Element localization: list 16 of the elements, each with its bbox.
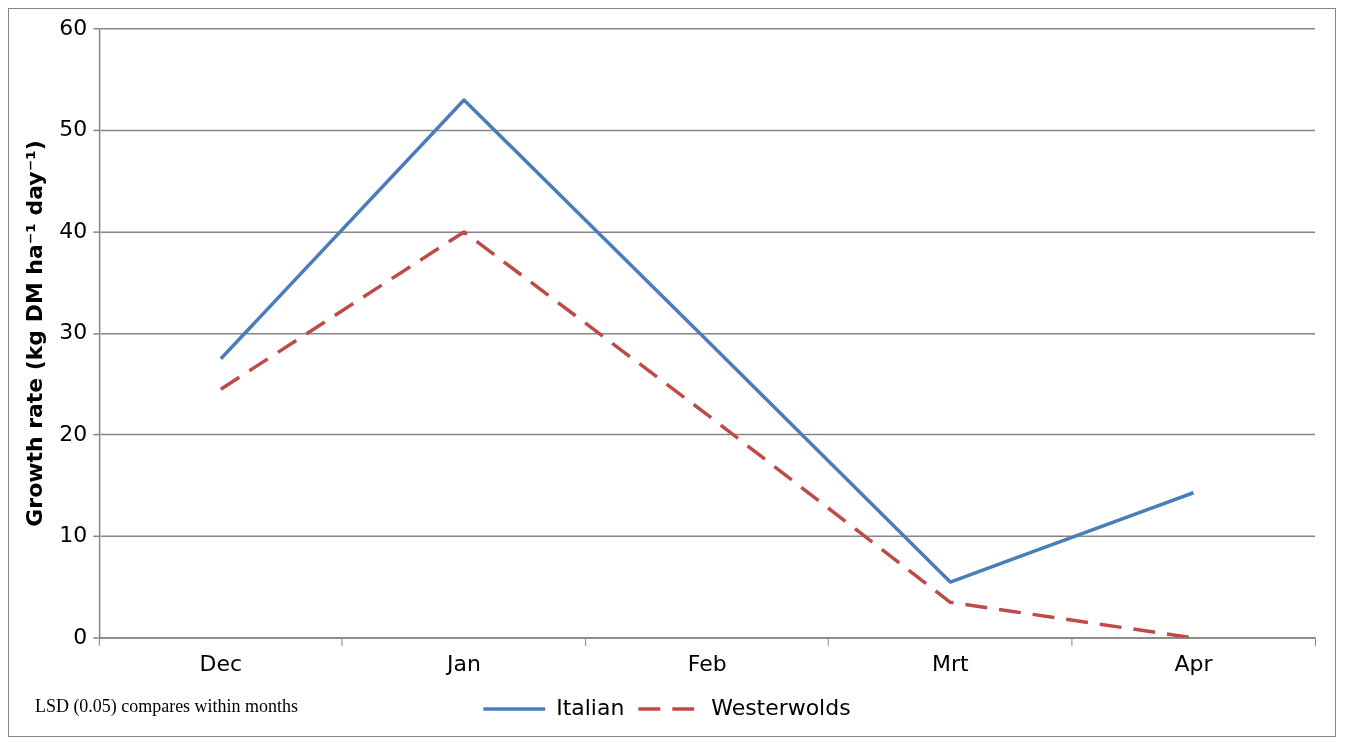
x-tick-label: Apr: [1174, 650, 1214, 676]
x-tick-label: Mrt: [932, 650, 969, 676]
x-tick-label: Feb: [687, 650, 727, 676]
y-tick-label: 10: [59, 522, 88, 548]
y-tick-label: 0: [73, 623, 88, 649]
y-tick-label: 50: [59, 116, 88, 142]
x-tick-label: Dec: [199, 650, 243, 676]
y-tick-label: 40: [59, 217, 88, 243]
y-axis-title: Growth rate (kg DM ha⁻¹ day⁻¹): [21, 140, 47, 527]
y-tick-label: 60: [59, 14, 88, 40]
y-tick-label: 30: [59, 319, 88, 345]
x-tick-label: Jan: [445, 650, 481, 676]
legend-label: Westerwolds: [711, 694, 851, 720]
y-tick-label: 20: [59, 420, 88, 446]
text: LSD (0.05) compares within months: [34, 695, 298, 717]
legend-label: Italian: [556, 694, 625, 720]
